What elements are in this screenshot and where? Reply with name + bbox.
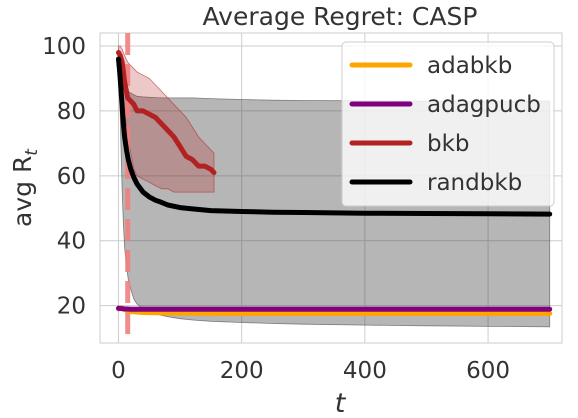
y-tick-label: 80: [57, 99, 86, 125]
legend-label-randbkb: randbkb: [427, 170, 522, 196]
y-tick-label: 60: [57, 164, 86, 190]
x-tick-label: 400: [343, 358, 387, 384]
series-line-bkb: [116, 50, 217, 176]
legend-frame: [341, 41, 555, 207]
y-tick-labels: 20 40 60 80 100: [42, 34, 86, 320]
chart-title: Average Regret: CASP: [203, 2, 478, 31]
y-tick-label: 40: [57, 229, 86, 255]
x-axis-label: t: [335, 388, 347, 418]
y-axis-label-main: avg R: [8, 156, 37, 227]
x-tick-label: 600: [466, 358, 510, 384]
y-tick-label: 100: [42, 34, 86, 60]
series-line-adagpucb: [116, 305, 553, 312]
series-line-randbkb: [116, 56, 553, 217]
y-axis-label-subscript: t: [22, 148, 42, 156]
x-tick-label: 200: [220, 358, 264, 384]
legend-label-bkb: bkb: [427, 131, 470, 157]
y-tick-label: 20: [57, 294, 86, 320]
y-axis-label: avg Rt: [8, 148, 42, 227]
series-lines: [116, 50, 553, 316]
legend-label-adagpucb: adagpucb: [427, 92, 541, 118]
x-tick-labels: 0 200 400 600: [111, 358, 510, 384]
band-bkb: [118, 45, 215, 193]
legend: adabkb adagpucb bkb randbkb: [341, 41, 555, 207]
x-tick-label: 0: [111, 358, 126, 384]
legend-label-adabkb: adabkb: [427, 53, 512, 79]
